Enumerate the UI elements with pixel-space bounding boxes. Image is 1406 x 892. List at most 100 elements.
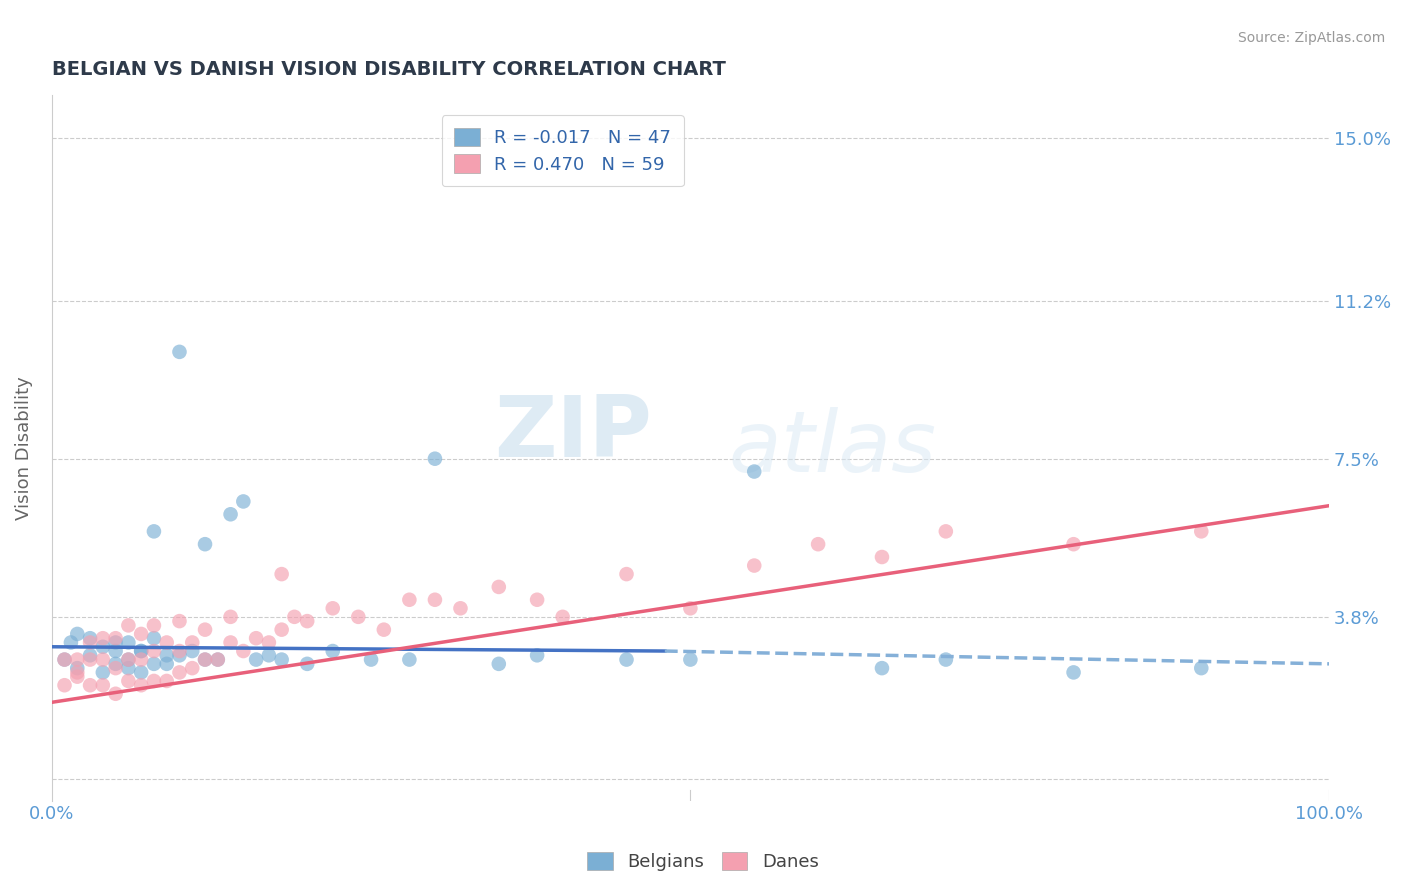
- Point: [742, 558, 765, 573]
- Point: [66, 670, 89, 684]
- Point: [169, 614, 191, 628]
- Point: [373, 623, 395, 637]
- Point: [526, 592, 548, 607]
- Point: [245, 631, 267, 645]
- Point: [129, 678, 152, 692]
- Point: [53, 652, 76, 666]
- Point: [142, 631, 165, 645]
- Point: [142, 644, 165, 658]
- Point: [156, 673, 179, 688]
- Point: [66, 652, 89, 666]
- Point: [104, 661, 127, 675]
- Text: ZIP: ZIP: [495, 392, 652, 475]
- Point: [295, 657, 318, 671]
- Point: [194, 652, 217, 666]
- Point: [129, 627, 152, 641]
- Point: [295, 614, 318, 628]
- Point: [129, 652, 152, 666]
- Point: [129, 644, 152, 658]
- Point: [169, 644, 191, 658]
- Point: [156, 657, 179, 671]
- Point: [104, 631, 127, 645]
- Point: [360, 652, 382, 666]
- Point: [207, 652, 229, 666]
- Point: [129, 665, 152, 680]
- Point: [616, 652, 638, 666]
- Legend: Belgians, Danes: Belgians, Danes: [581, 845, 825, 879]
- Point: [142, 657, 165, 671]
- Point: [169, 648, 191, 663]
- Point: [551, 610, 574, 624]
- Text: Source: ZipAtlas.com: Source: ZipAtlas.com: [1237, 31, 1385, 45]
- Point: [398, 592, 420, 607]
- Point: [104, 635, 127, 649]
- Point: [104, 657, 127, 671]
- Y-axis label: Vision Disability: Vision Disability: [15, 376, 32, 520]
- Point: [807, 537, 830, 551]
- Point: [169, 344, 191, 359]
- Point: [194, 537, 217, 551]
- Point: [679, 601, 702, 615]
- Point: [53, 652, 76, 666]
- Point: [104, 687, 127, 701]
- Point: [270, 567, 292, 582]
- Point: [91, 665, 114, 680]
- Point: [322, 644, 344, 658]
- Point: [679, 652, 702, 666]
- Point: [219, 635, 242, 649]
- Point: [79, 648, 101, 663]
- Point: [181, 635, 204, 649]
- Point: [169, 665, 191, 680]
- Point: [91, 652, 114, 666]
- Point: [283, 610, 305, 624]
- Point: [66, 627, 89, 641]
- Point: [870, 661, 893, 675]
- Point: [232, 494, 254, 508]
- Point: [270, 652, 292, 666]
- Point: [117, 635, 139, 649]
- Point: [66, 661, 89, 675]
- Point: [1063, 537, 1085, 551]
- Point: [194, 652, 217, 666]
- Point: [142, 524, 165, 539]
- Point: [156, 648, 179, 663]
- Point: [935, 524, 957, 539]
- Point: [91, 678, 114, 692]
- Point: [322, 601, 344, 615]
- Point: [488, 580, 510, 594]
- Point: [207, 652, 229, 666]
- Point: [129, 644, 152, 658]
- Point: [219, 610, 242, 624]
- Text: BELGIAN VS DANISH VISION DISABILITY CORRELATION CHART: BELGIAN VS DANISH VISION DISABILITY CORR…: [52, 60, 725, 78]
- Point: [870, 549, 893, 564]
- Point: [104, 644, 127, 658]
- Point: [117, 618, 139, 632]
- Point: [91, 640, 114, 654]
- Point: [181, 661, 204, 675]
- Point: [117, 661, 139, 675]
- Point: [142, 673, 165, 688]
- Point: [398, 652, 420, 666]
- Point: [232, 644, 254, 658]
- Point: [117, 652, 139, 666]
- Point: [219, 508, 242, 522]
- Point: [450, 601, 472, 615]
- Point: [59, 635, 82, 649]
- Point: [270, 623, 292, 637]
- Point: [616, 567, 638, 582]
- Point: [1189, 524, 1212, 539]
- Point: [91, 631, 114, 645]
- Point: [488, 657, 510, 671]
- Point: [79, 652, 101, 666]
- Point: [79, 631, 101, 645]
- Point: [181, 644, 204, 658]
- Point: [257, 648, 280, 663]
- Point: [423, 451, 446, 466]
- Point: [66, 665, 89, 680]
- Point: [117, 673, 139, 688]
- Point: [742, 465, 765, 479]
- Point: [347, 610, 370, 624]
- Point: [142, 618, 165, 632]
- Point: [156, 635, 179, 649]
- Point: [245, 652, 267, 666]
